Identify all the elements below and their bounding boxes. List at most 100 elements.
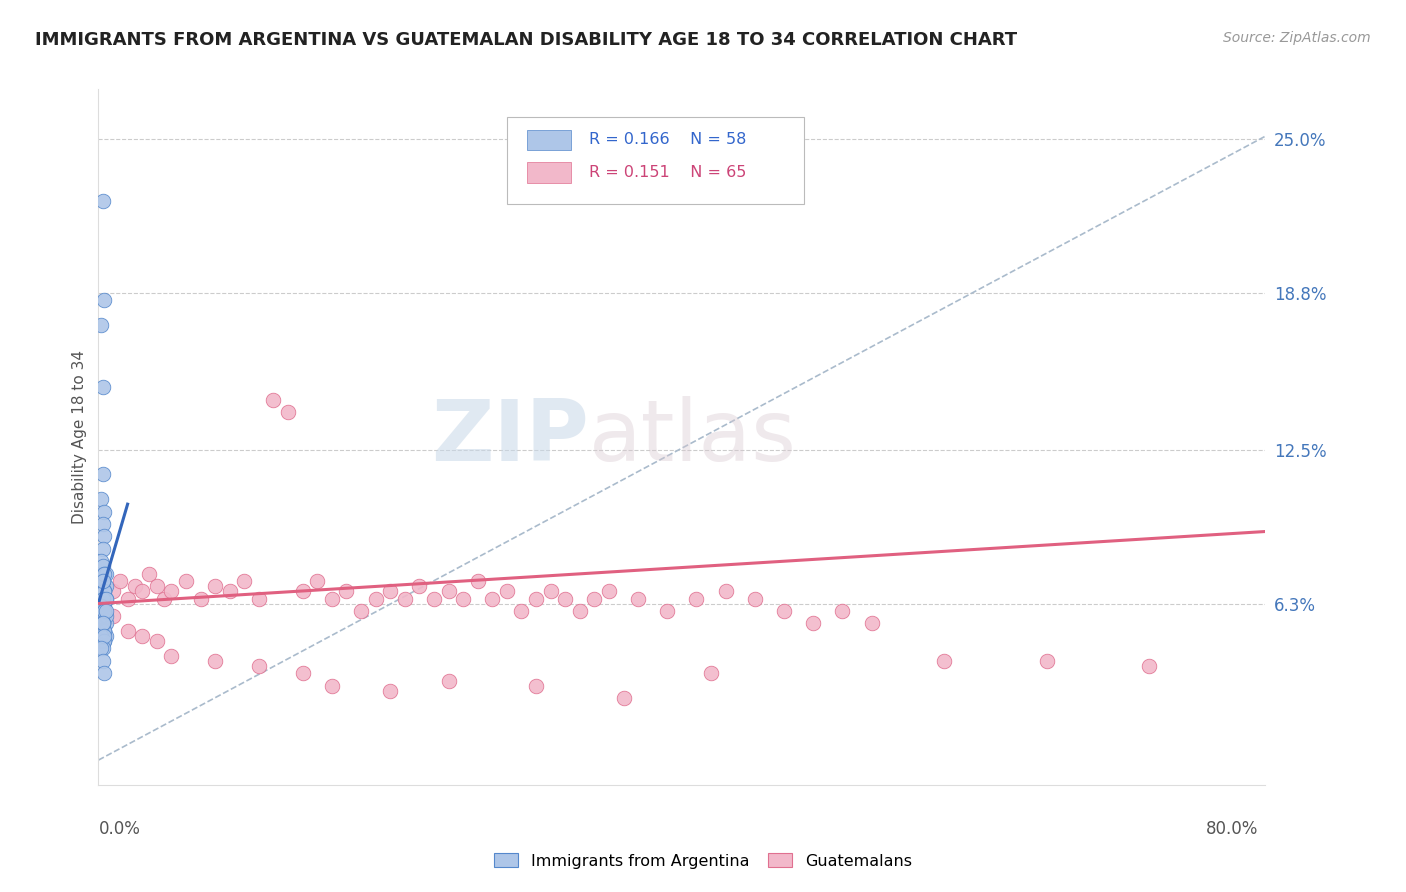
Point xyxy=(91,616,114,631)
Point xyxy=(93,624,115,638)
Point xyxy=(93,566,115,581)
Point xyxy=(204,579,226,593)
Text: Source: ZipAtlas.com: Source: ZipAtlas.com xyxy=(1223,31,1371,45)
Point xyxy=(657,604,679,618)
Point xyxy=(714,584,737,599)
Point xyxy=(91,629,114,643)
Point xyxy=(117,624,139,638)
Point xyxy=(291,666,314,681)
Point xyxy=(91,541,114,556)
Point xyxy=(93,604,115,618)
Point xyxy=(93,604,115,618)
Point xyxy=(335,584,357,599)
Point xyxy=(94,609,117,624)
Point xyxy=(90,641,112,656)
Point xyxy=(247,658,270,673)
Point xyxy=(90,554,112,568)
Point xyxy=(94,591,117,606)
Point xyxy=(131,584,153,599)
Point xyxy=(1035,654,1057,668)
Point xyxy=(451,591,474,606)
Point xyxy=(91,574,114,589)
Point xyxy=(91,574,114,589)
Point xyxy=(93,505,115,519)
Point xyxy=(700,666,723,681)
Point xyxy=(262,392,284,407)
Point xyxy=(247,591,270,606)
Point xyxy=(153,591,176,606)
Point xyxy=(174,574,197,589)
Point xyxy=(93,293,115,308)
Point xyxy=(554,591,576,606)
Point xyxy=(90,609,112,624)
Point xyxy=(378,683,402,698)
Point xyxy=(101,609,124,624)
FancyBboxPatch shape xyxy=(527,162,571,183)
Point xyxy=(93,584,115,599)
Point xyxy=(131,629,153,643)
Point xyxy=(233,574,256,589)
Point xyxy=(860,616,883,631)
Point xyxy=(598,584,620,599)
Point xyxy=(321,679,343,693)
Point xyxy=(91,516,114,531)
Point xyxy=(773,604,796,618)
Point xyxy=(218,584,240,599)
Point xyxy=(91,194,114,208)
Point xyxy=(423,591,446,606)
Point xyxy=(93,566,115,581)
Text: atlas: atlas xyxy=(589,395,797,479)
Point xyxy=(93,624,115,638)
Point xyxy=(160,648,183,663)
Point xyxy=(91,591,114,606)
Point xyxy=(437,673,460,688)
Point xyxy=(204,654,226,668)
Point xyxy=(91,380,114,394)
Point xyxy=(91,467,114,482)
Point xyxy=(101,584,124,599)
Point xyxy=(685,591,707,606)
Text: 0.0%: 0.0% xyxy=(98,820,141,838)
Point xyxy=(627,591,650,606)
Point xyxy=(117,591,139,606)
Point xyxy=(934,654,956,668)
Point xyxy=(744,591,766,606)
Point xyxy=(540,584,562,599)
Point xyxy=(94,629,117,643)
Point xyxy=(291,584,314,599)
Point xyxy=(91,604,114,618)
Text: 80.0%: 80.0% xyxy=(1206,820,1258,838)
Point xyxy=(90,629,112,643)
Point xyxy=(93,584,115,599)
Text: R = 0.151    N = 65: R = 0.151 N = 65 xyxy=(589,165,747,180)
Point xyxy=(93,666,115,681)
Point xyxy=(91,599,114,613)
FancyBboxPatch shape xyxy=(527,129,571,151)
Point xyxy=(524,591,547,606)
Point xyxy=(93,604,115,618)
Point xyxy=(110,574,132,589)
Point xyxy=(1137,658,1160,673)
Point xyxy=(612,690,634,705)
Point xyxy=(91,629,114,643)
Point xyxy=(91,616,114,631)
Point xyxy=(90,492,112,507)
Point xyxy=(93,624,115,638)
Point xyxy=(93,597,115,611)
FancyBboxPatch shape xyxy=(506,117,804,204)
Legend: Immigrants from Argentina, Guatemalans: Immigrants from Argentina, Guatemalans xyxy=(488,847,918,875)
Point xyxy=(146,579,169,593)
Point xyxy=(408,579,430,593)
Point xyxy=(90,633,112,648)
Point xyxy=(94,616,117,631)
Point xyxy=(93,633,115,648)
Point xyxy=(190,591,212,606)
Point xyxy=(495,584,517,599)
Point xyxy=(90,599,112,613)
Point xyxy=(394,591,416,606)
Point xyxy=(568,604,591,618)
Point xyxy=(93,529,115,543)
Text: R = 0.166    N = 58: R = 0.166 N = 58 xyxy=(589,133,747,147)
Point xyxy=(437,584,460,599)
Point xyxy=(467,574,489,589)
